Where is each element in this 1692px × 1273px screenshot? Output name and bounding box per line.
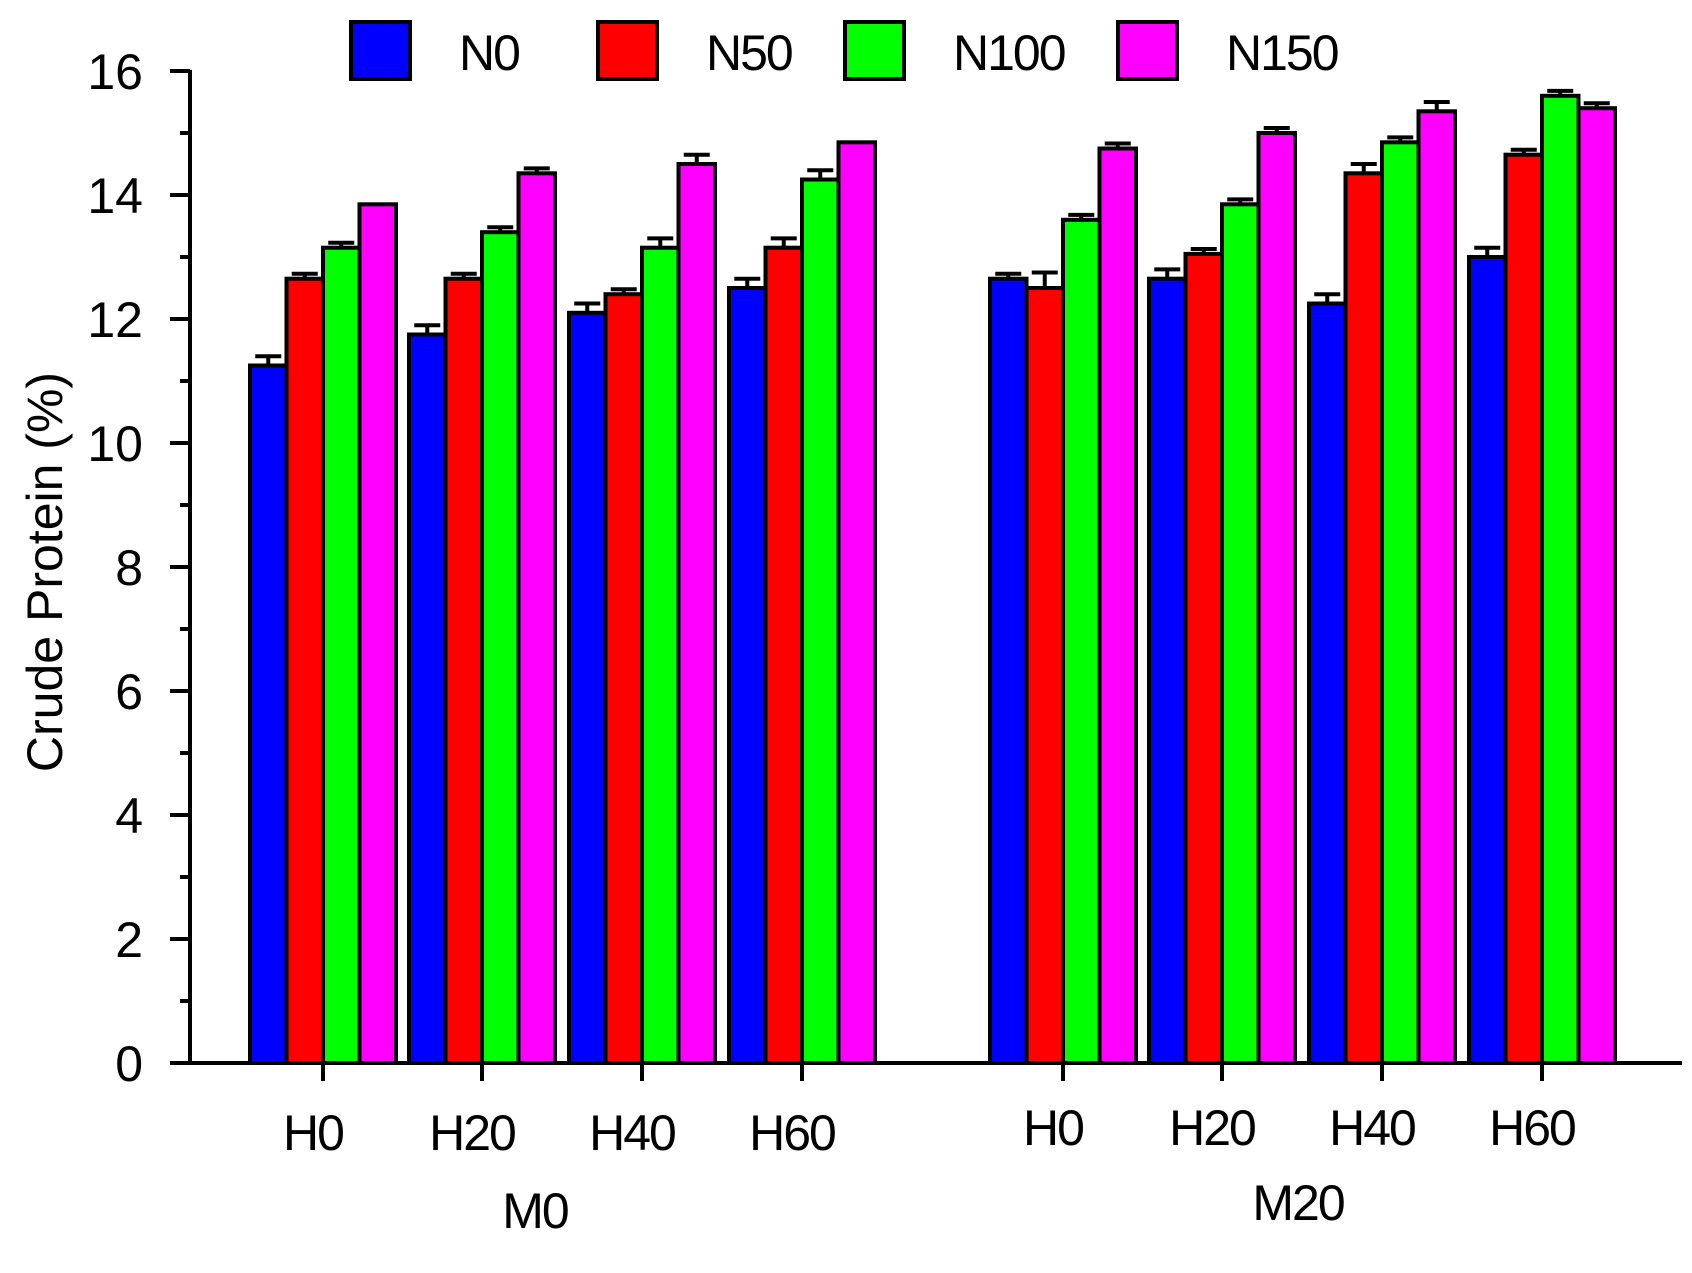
x-tick-label: H0 (283, 1105, 343, 1161)
legend-label: N0 (459, 25, 519, 81)
x-tick-label: H0 (1023, 1100, 1083, 1156)
bars-layer (248, 88, 1617, 1066)
legend: N0 N50 N100 N150 (349, 20, 1340, 81)
bar-n0-m0-h60 (727, 286, 768, 1065)
bar-n150-m20-h20 (1256, 131, 1297, 1065)
x-tick-label: H40 (589, 1105, 675, 1161)
bar-n50-m0-h20 (443, 276, 484, 1065)
y-tick-label: 0 (115, 1036, 143, 1092)
x-tick-label: H60 (1489, 1100, 1575, 1156)
y-tick-label: 16 (87, 44, 143, 100)
y-tick-label: 10 (87, 416, 143, 472)
bar-n50-m0-h60 (763, 245, 804, 1065)
bar-n50-m20-h20 (1183, 251, 1224, 1065)
bar-n150-m0-h0 (357, 202, 398, 1066)
bar-n50-m0-h0 (284, 276, 325, 1065)
bar-n100-m0-h60 (800, 177, 841, 1065)
bar-n50-m20-h60 (1503, 152, 1544, 1065)
bar-n0-m20-h40 (1307, 301, 1348, 1065)
bar-n0-m20-h0 (988, 276, 1029, 1065)
y-tick-label: 4 (115, 788, 143, 844)
legend-label: N150 (1226, 25, 1338, 81)
bar-n150-m0-h20 (516, 171, 557, 1066)
x-tick-label: H20 (429, 1105, 515, 1161)
bar-n100-m0-h20 (480, 230, 521, 1065)
bar-n150-m0-h60 (836, 140, 877, 1066)
y-tick-label: 14 (87, 168, 143, 224)
bar-n0-m0-h20 (407, 332, 448, 1065)
bar-n100-m0-h0 (321, 245, 362, 1065)
legend-swatch-n50 (596, 20, 659, 81)
bar-n100-m20-h60 (1540, 93, 1581, 1066)
bar-n150-m20-h40 (1416, 109, 1457, 1066)
bar-n0-m20-h20 (1147, 276, 1188, 1065)
bar-n0-m0-h40 (567, 310, 608, 1065)
bar-n100-m0-h40 (640, 245, 681, 1065)
legend-swatch-n100 (843, 20, 906, 81)
y-axis-label: Crude Protein (%) (17, 372, 73, 772)
x-tick-label: H20 (1169, 1100, 1255, 1156)
bar-n0-m0-h0 (248, 363, 289, 1065)
legend-swatch-n0 (349, 20, 412, 81)
bar-n150-m20-h0 (1097, 146, 1138, 1065)
y-tick-label: 6 (115, 664, 143, 720)
bar-n50-m20-h0 (1024, 286, 1065, 1065)
axes-layer: 0 2 4 6 8 10 12 14 16 H0 H20 H40 H60 M0 H0 H20 H40 H60 M20 (87, 44, 1682, 1239)
y-tick-label: 12 (87, 292, 143, 348)
x-tick-label: H40 (1329, 1100, 1415, 1156)
bar-n150-m0-h40 (676, 162, 717, 1065)
bar-n100-m20-h20 (1220, 202, 1261, 1066)
bar-n100-m20-h0 (1061, 217, 1102, 1066)
legend-swatch-n150 (1116, 20, 1179, 81)
bar-n0-m20-h60 (1467, 255, 1508, 1065)
y-tick-label: 8 (115, 540, 143, 596)
bar-n50-m0-h40 (603, 292, 644, 1065)
group-label: M0 (502, 1183, 568, 1239)
y-tick-label: 2 (115, 912, 143, 968)
bar-n50-m20-h40 (1343, 171, 1384, 1066)
legend-label: N100 (953, 25, 1065, 81)
bar-n150-m20-h60 (1576, 106, 1617, 1065)
legend-label: N50 (706, 25, 792, 81)
x-tick-label: H60 (749, 1105, 835, 1161)
group-label: M20 (1252, 1175, 1343, 1231)
bar-n100-m20-h40 (1380, 140, 1421, 1066)
